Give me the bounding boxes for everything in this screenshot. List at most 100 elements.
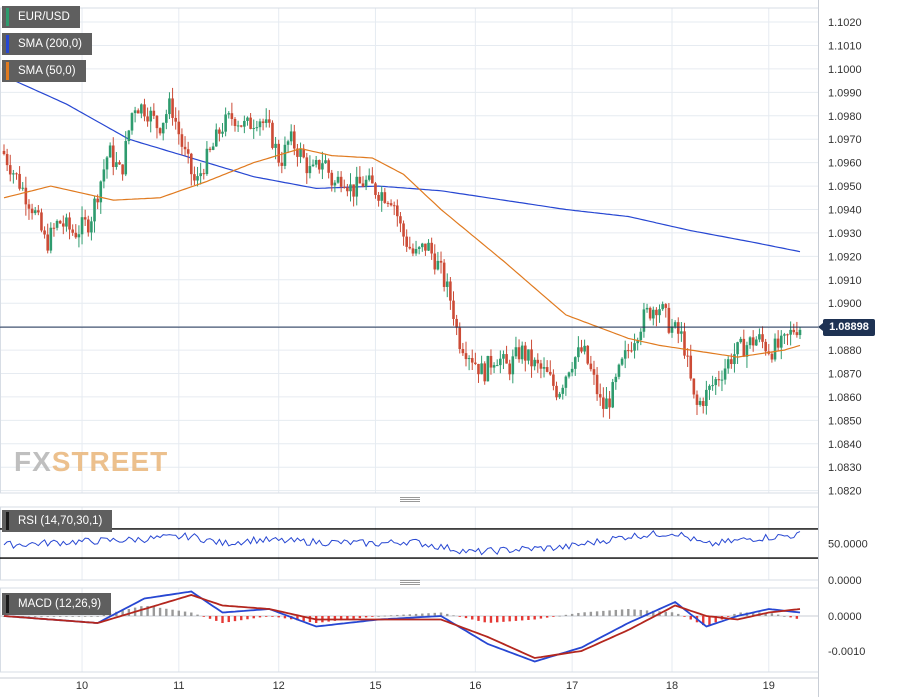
candle-body-65 <box>205 148 209 175</box>
macd-hist-bar-240 <box>751 612 755 616</box>
candle-body-19 <box>62 223 65 227</box>
candle-body-101 <box>317 160 321 170</box>
price-tick-label-11: 1.0910 <box>828 275 862 287</box>
candle-body-244 <box>764 341 767 352</box>
candle-body-114 <box>358 176 362 184</box>
candle-body-45 <box>143 104 146 117</box>
candle-body-189 <box>592 369 596 375</box>
candle-body-55 <box>174 117 177 122</box>
candle-body-249 <box>779 335 783 348</box>
candle-body-118 <box>371 175 374 184</box>
macd-hist-bar-52 <box>165 608 168 616</box>
candle-body-215 <box>673 322 677 327</box>
candle-body-82 <box>258 121 262 128</box>
macd-hist-bar-98 <box>308 616 312 623</box>
candle-body-112 <box>352 184 355 197</box>
macd-hist-bar-172 <box>539 616 543 619</box>
candle-body-154 <box>483 363 487 382</box>
macd-hist-bar-134 <box>421 613 424 616</box>
sma50-tag[interactable]: SMA (50,0) <box>2 60 86 82</box>
macd-hist-bar-186 <box>583 612 586 616</box>
macd-hist-bar-112 <box>352 616 355 619</box>
candle-body-86 <box>271 122 274 148</box>
candlesticks <box>2 87 802 419</box>
instrument-tag[interactable]: EUR/USD <box>2 6 80 28</box>
candle-body-209 <box>655 309 658 316</box>
candle-body-199 <box>623 350 627 359</box>
candle-body-50 <box>158 128 162 134</box>
candle-body-170 <box>533 359 536 367</box>
current-price-tag: 1.08898 <box>818 319 875 336</box>
candle-body-108 <box>339 176 343 187</box>
macd-hist-bar-164 <box>514 616 518 621</box>
rsi-tag[interactable]: RSI (14,70,30,1) <box>2 510 113 532</box>
candle-body-125 <box>392 205 396 207</box>
price-tick-label-3: 1.0990 <box>828 87 862 99</box>
candle-body-203 <box>636 340 639 344</box>
candle-body-87 <box>274 143 277 148</box>
candle-body-183 <box>573 357 577 369</box>
candle-body-90 <box>283 144 287 166</box>
candle-body-185 <box>580 347 583 352</box>
candle-body-239 <box>748 337 752 346</box>
macd-hist-bar-26 <box>83 616 87 617</box>
candle-body-176 <box>552 374 555 386</box>
macd-hist-bar-14 <box>46 616 49 617</box>
candle-body-207 <box>648 307 652 319</box>
candle-body-71 <box>224 114 227 132</box>
macd-tag[interactable]: MACD (12,26,9) <box>2 593 112 615</box>
sma50-swatch-icon <box>6 62 9 80</box>
candle-body-237 <box>742 338 746 357</box>
candle-body-23 <box>74 232 78 238</box>
candle-body-240 <box>751 337 755 346</box>
macd-hist-bar-122 <box>383 615 387 617</box>
candle-body-109 <box>342 186 346 188</box>
macd-resize-handle[interactable] <box>400 580 420 585</box>
candle-body-254 <box>795 332 799 336</box>
macd-hist-bar-190 <box>595 611 599 616</box>
x-tick-label-16: 16 <box>469 680 481 692</box>
candle-body-182 <box>570 368 574 373</box>
candle-body-20 <box>65 217 68 227</box>
candle-body-102 <box>321 163 324 170</box>
candle-body-184 <box>577 347 580 358</box>
sma200-tag[interactable]: SMA (200,0) <box>2 33 92 55</box>
candle-body-166 <box>520 345 524 360</box>
candle-body-169 <box>530 349 533 367</box>
candle-body-49 <box>155 115 159 129</box>
candle-body-206 <box>645 307 649 310</box>
macd-hist-bar-220 <box>689 616 692 620</box>
fxstreet-logo: FXSTREET <box>14 446 168 478</box>
candle-body-159 <box>499 358 502 366</box>
candle-body-157 <box>492 365 496 368</box>
candle-body-103 <box>324 160 327 164</box>
candle-body-216 <box>676 322 680 334</box>
candle-body-22 <box>71 229 74 233</box>
macd-hist-bar-214 <box>670 612 674 616</box>
macd-hist-bar-128 <box>402 614 405 616</box>
candle-body-243 <box>761 334 764 342</box>
sma200-path <box>3 75 801 253</box>
macd-hist-bar-246 <box>770 613 774 616</box>
rsi-resize-handle[interactable] <box>400 497 420 502</box>
panel-frame-2 <box>0 587 819 673</box>
candle-body-145 <box>455 318 458 328</box>
candle-body-128 <box>402 223 405 237</box>
signal_line-path <box>3 594 801 659</box>
macd-hist-bar-62 <box>196 614 199 616</box>
price-tick-label-10: 1.0920 <box>828 251 862 263</box>
candle-body-247 <box>773 338 777 360</box>
candle-body-111 <box>349 184 352 192</box>
macd-hist-bar-126 <box>396 614 399 616</box>
macd-hist-bar-64 <box>202 616 205 617</box>
candle-body-15 <box>49 227 53 251</box>
macd-hist-bar-244 <box>764 612 767 616</box>
candle-body-115 <box>361 183 365 187</box>
candle-body-139 <box>436 260 440 270</box>
price-tick-label-6: 1.0960 <box>828 158 862 170</box>
candle-body-122 <box>383 192 387 203</box>
candle-body-172 <box>539 363 543 369</box>
candle-body-173 <box>542 367 546 369</box>
candle-body-52 <box>165 114 168 123</box>
